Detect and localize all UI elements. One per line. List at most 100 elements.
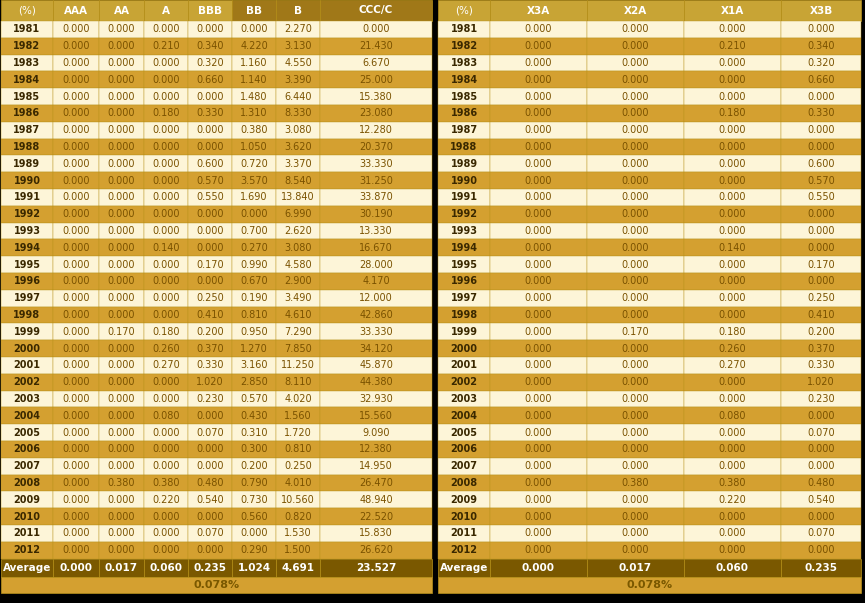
Text: 1987: 1987 xyxy=(451,125,477,135)
Bar xyxy=(438,290,490,306)
Text: 0.000: 0.000 xyxy=(622,192,650,203)
Bar xyxy=(144,458,188,475)
Text: 0.000: 0.000 xyxy=(108,58,135,68)
Bar xyxy=(490,105,587,122)
Bar xyxy=(99,38,144,55)
Bar xyxy=(1,424,53,441)
Bar xyxy=(490,223,587,239)
Text: 8.110: 8.110 xyxy=(285,377,311,387)
Text: 0.310: 0.310 xyxy=(240,428,268,438)
Bar xyxy=(320,542,432,558)
Bar xyxy=(99,323,144,340)
Text: 0.000: 0.000 xyxy=(525,344,552,353)
Text: 0.070: 0.070 xyxy=(196,528,224,538)
Text: 15.380: 15.380 xyxy=(359,92,393,101)
Bar xyxy=(144,340,188,357)
Bar xyxy=(276,306,320,323)
Bar xyxy=(587,239,684,256)
Text: 0.000: 0.000 xyxy=(108,377,135,387)
Text: 2005: 2005 xyxy=(14,428,41,438)
Bar xyxy=(320,475,432,491)
Text: 2008: 2008 xyxy=(14,478,41,488)
Text: 1986: 1986 xyxy=(451,109,477,118)
Bar xyxy=(320,374,432,391)
Text: 1990: 1990 xyxy=(451,175,477,186)
Text: 0.000: 0.000 xyxy=(108,209,135,219)
Text: 0.180: 0.180 xyxy=(719,109,746,118)
Text: 0.270: 0.270 xyxy=(240,243,268,253)
Bar xyxy=(53,374,99,391)
Bar xyxy=(232,189,276,206)
Bar xyxy=(438,55,490,71)
Text: 0.000: 0.000 xyxy=(62,175,90,186)
Bar xyxy=(276,290,320,306)
Text: 3.370: 3.370 xyxy=(285,159,311,169)
Bar xyxy=(144,273,188,290)
Bar xyxy=(99,172,144,189)
Bar xyxy=(99,374,144,391)
Text: 0.000: 0.000 xyxy=(108,125,135,135)
Bar xyxy=(320,525,432,542)
Bar xyxy=(490,21,587,38)
Text: 0.000: 0.000 xyxy=(108,444,135,455)
Bar xyxy=(232,558,276,576)
Bar xyxy=(276,491,320,508)
Bar xyxy=(587,189,684,206)
Text: 0.000: 0.000 xyxy=(525,142,552,152)
Text: 0.000: 0.000 xyxy=(108,75,135,85)
Bar xyxy=(188,0,232,21)
Text: 0.410: 0.410 xyxy=(807,310,835,320)
Bar xyxy=(438,273,490,290)
Bar xyxy=(276,273,320,290)
Text: 2003: 2003 xyxy=(451,394,477,404)
Bar xyxy=(232,491,276,508)
Bar xyxy=(781,0,861,21)
Bar xyxy=(144,424,188,441)
Bar xyxy=(684,441,781,458)
Text: 1981: 1981 xyxy=(14,24,41,34)
Text: 0.000: 0.000 xyxy=(62,361,90,370)
Bar xyxy=(99,139,144,156)
Bar xyxy=(144,105,188,122)
Text: 0.000: 0.000 xyxy=(525,361,552,370)
Bar xyxy=(232,424,276,441)
Text: 0.570: 0.570 xyxy=(196,175,224,186)
Bar xyxy=(684,88,781,105)
Text: 1982: 1982 xyxy=(451,41,477,51)
Bar xyxy=(781,306,861,323)
Bar xyxy=(99,408,144,424)
Text: 0.140: 0.140 xyxy=(719,243,746,253)
Bar xyxy=(438,542,490,558)
Text: 4.020: 4.020 xyxy=(285,394,311,404)
Bar xyxy=(781,290,861,306)
Text: 1.500: 1.500 xyxy=(285,545,311,555)
Bar xyxy=(587,491,684,508)
Text: 0.000: 0.000 xyxy=(719,75,746,85)
Text: 0.000: 0.000 xyxy=(719,528,746,538)
Text: 0.000: 0.000 xyxy=(108,528,135,538)
Bar xyxy=(276,475,320,491)
Text: 0.670: 0.670 xyxy=(240,276,268,286)
Text: 0.000: 0.000 xyxy=(807,461,835,471)
Bar xyxy=(684,408,781,424)
Text: 2.270: 2.270 xyxy=(284,24,312,34)
Text: 1.020: 1.020 xyxy=(196,377,224,387)
Text: A: A xyxy=(162,5,170,16)
Text: 0.720: 0.720 xyxy=(240,159,268,169)
Bar xyxy=(320,189,432,206)
Bar xyxy=(144,558,188,576)
Bar xyxy=(781,139,861,156)
Text: BBB: BBB xyxy=(198,5,222,16)
Bar xyxy=(320,458,432,475)
Text: 0.000: 0.000 xyxy=(622,411,650,421)
Text: 0.230: 0.230 xyxy=(807,394,835,404)
Text: 0.000: 0.000 xyxy=(719,276,746,286)
Bar xyxy=(232,38,276,55)
Text: 1.140: 1.140 xyxy=(240,75,268,85)
Bar xyxy=(684,323,781,340)
Text: 0.000: 0.000 xyxy=(622,428,650,438)
Text: 0.000: 0.000 xyxy=(719,58,746,68)
Text: 8.330: 8.330 xyxy=(285,109,311,118)
Bar xyxy=(320,273,432,290)
Bar xyxy=(781,55,861,71)
